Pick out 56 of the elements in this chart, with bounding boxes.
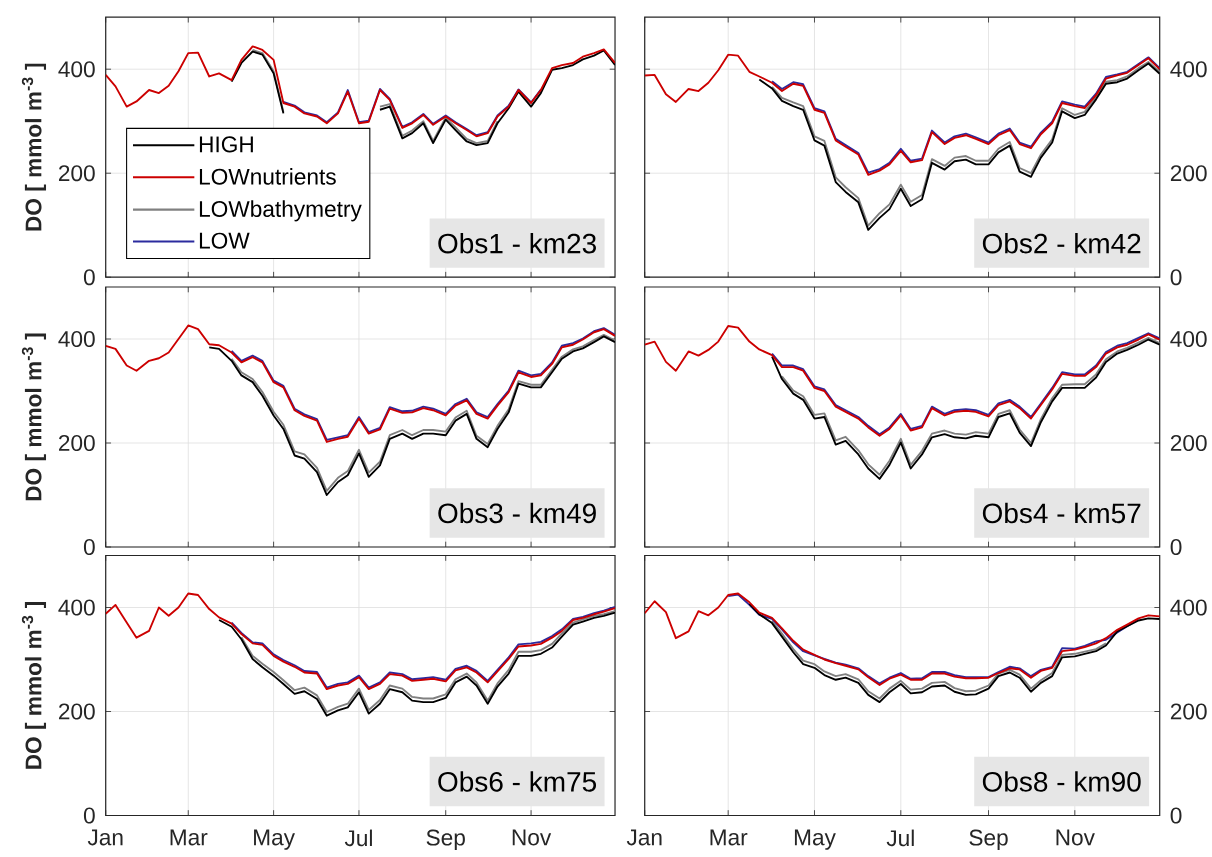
y-tick-label: 0: [1170, 807, 1182, 824]
legend-label: HIGH: [199, 136, 253, 153]
y-tick-label: 0: [83, 269, 95, 286]
y-tick-label: 0: [83, 807, 95, 824]
x-tick-label: Jan: [626, 829, 662, 846]
text: Obs6 - km75: [438, 771, 597, 792]
x-tick-label: Mar: [170, 829, 208, 846]
line-series: [105, 592, 616, 691]
x-tick-label: Mar: [710, 829, 748, 846]
y-tick-label: 0: [1170, 538, 1182, 556]
line-series: [771, 56, 1160, 174]
text: Obs3 - km49: [438, 502, 596, 524]
y-tick-label: 200: [58, 434, 95, 452]
x-tick-label: Jul: [344, 829, 372, 847]
y-tick-label: 400: [1170, 599, 1207, 616]
line-series: [282, 88, 542, 137]
y-tick-label: 200: [58, 703, 95, 720]
text: Obs4 - km57: [982, 502, 1141, 524]
line-series: [771, 620, 1107, 700]
y-tick-label: 200: [1170, 703, 1207, 720]
y-tick-label: 400: [58, 61, 95, 78]
text: Obs8 - km90: [982, 771, 1141, 792]
line-series: [105, 324, 616, 443]
x-tick-label: Nov: [1056, 829, 1095, 846]
x-tick-label: Sep: [426, 829, 465, 851]
text: Obs2 - km42: [982, 232, 1141, 254]
x-tick-label: May: [254, 829, 295, 850]
line-series: [748, 602, 1160, 704]
x-tick-label: Sep: [969, 829, 1008, 851]
y-tick-label: 200: [1170, 434, 1207, 452]
y-tick-label: 0: [83, 538, 95, 556]
y-tick-label: 400: [58, 330, 95, 348]
y-tick-label: 400: [1170, 61, 1207, 78]
x-tick-label: Jan: [87, 829, 123, 846]
x-tick-label: Jul: [886, 829, 914, 847]
line-series: [230, 327, 616, 441]
line-series: [771, 332, 1160, 436]
y-axis-title: DO [ mmol m$^{-3}$ ]: [21, 601, 47, 769]
y-tick-label: 400: [1170, 330, 1207, 348]
y-tick-label: 400: [58, 599, 95, 616]
legend-label: LOWnutrients: [199, 168, 336, 185]
line-series: [644, 325, 1160, 437]
legend-label: LOW: [199, 232, 250, 249]
line-series: [230, 606, 616, 689]
y-tick-label: 200: [1170, 165, 1207, 182]
line-series: [644, 53, 1160, 176]
text: Obs1 - km23: [438, 232, 596, 254]
y-axis-title: DO [ mmol m$^{-3}$ ]: [21, 63, 47, 231]
y-tick-label: 0: [1170, 269, 1182, 286]
legend-label: LOWbathymetry: [199, 200, 362, 222]
y-tick-label: 200: [58, 165, 95, 182]
x-tick-label: May: [794, 829, 836, 850]
y-axis-title: DO [ mmol m$^{-3}$ ]: [21, 333, 47, 501]
x-tick-label: Nov: [512, 829, 552, 846]
line-series: [644, 592, 1160, 686]
line-series: [105, 45, 616, 138]
